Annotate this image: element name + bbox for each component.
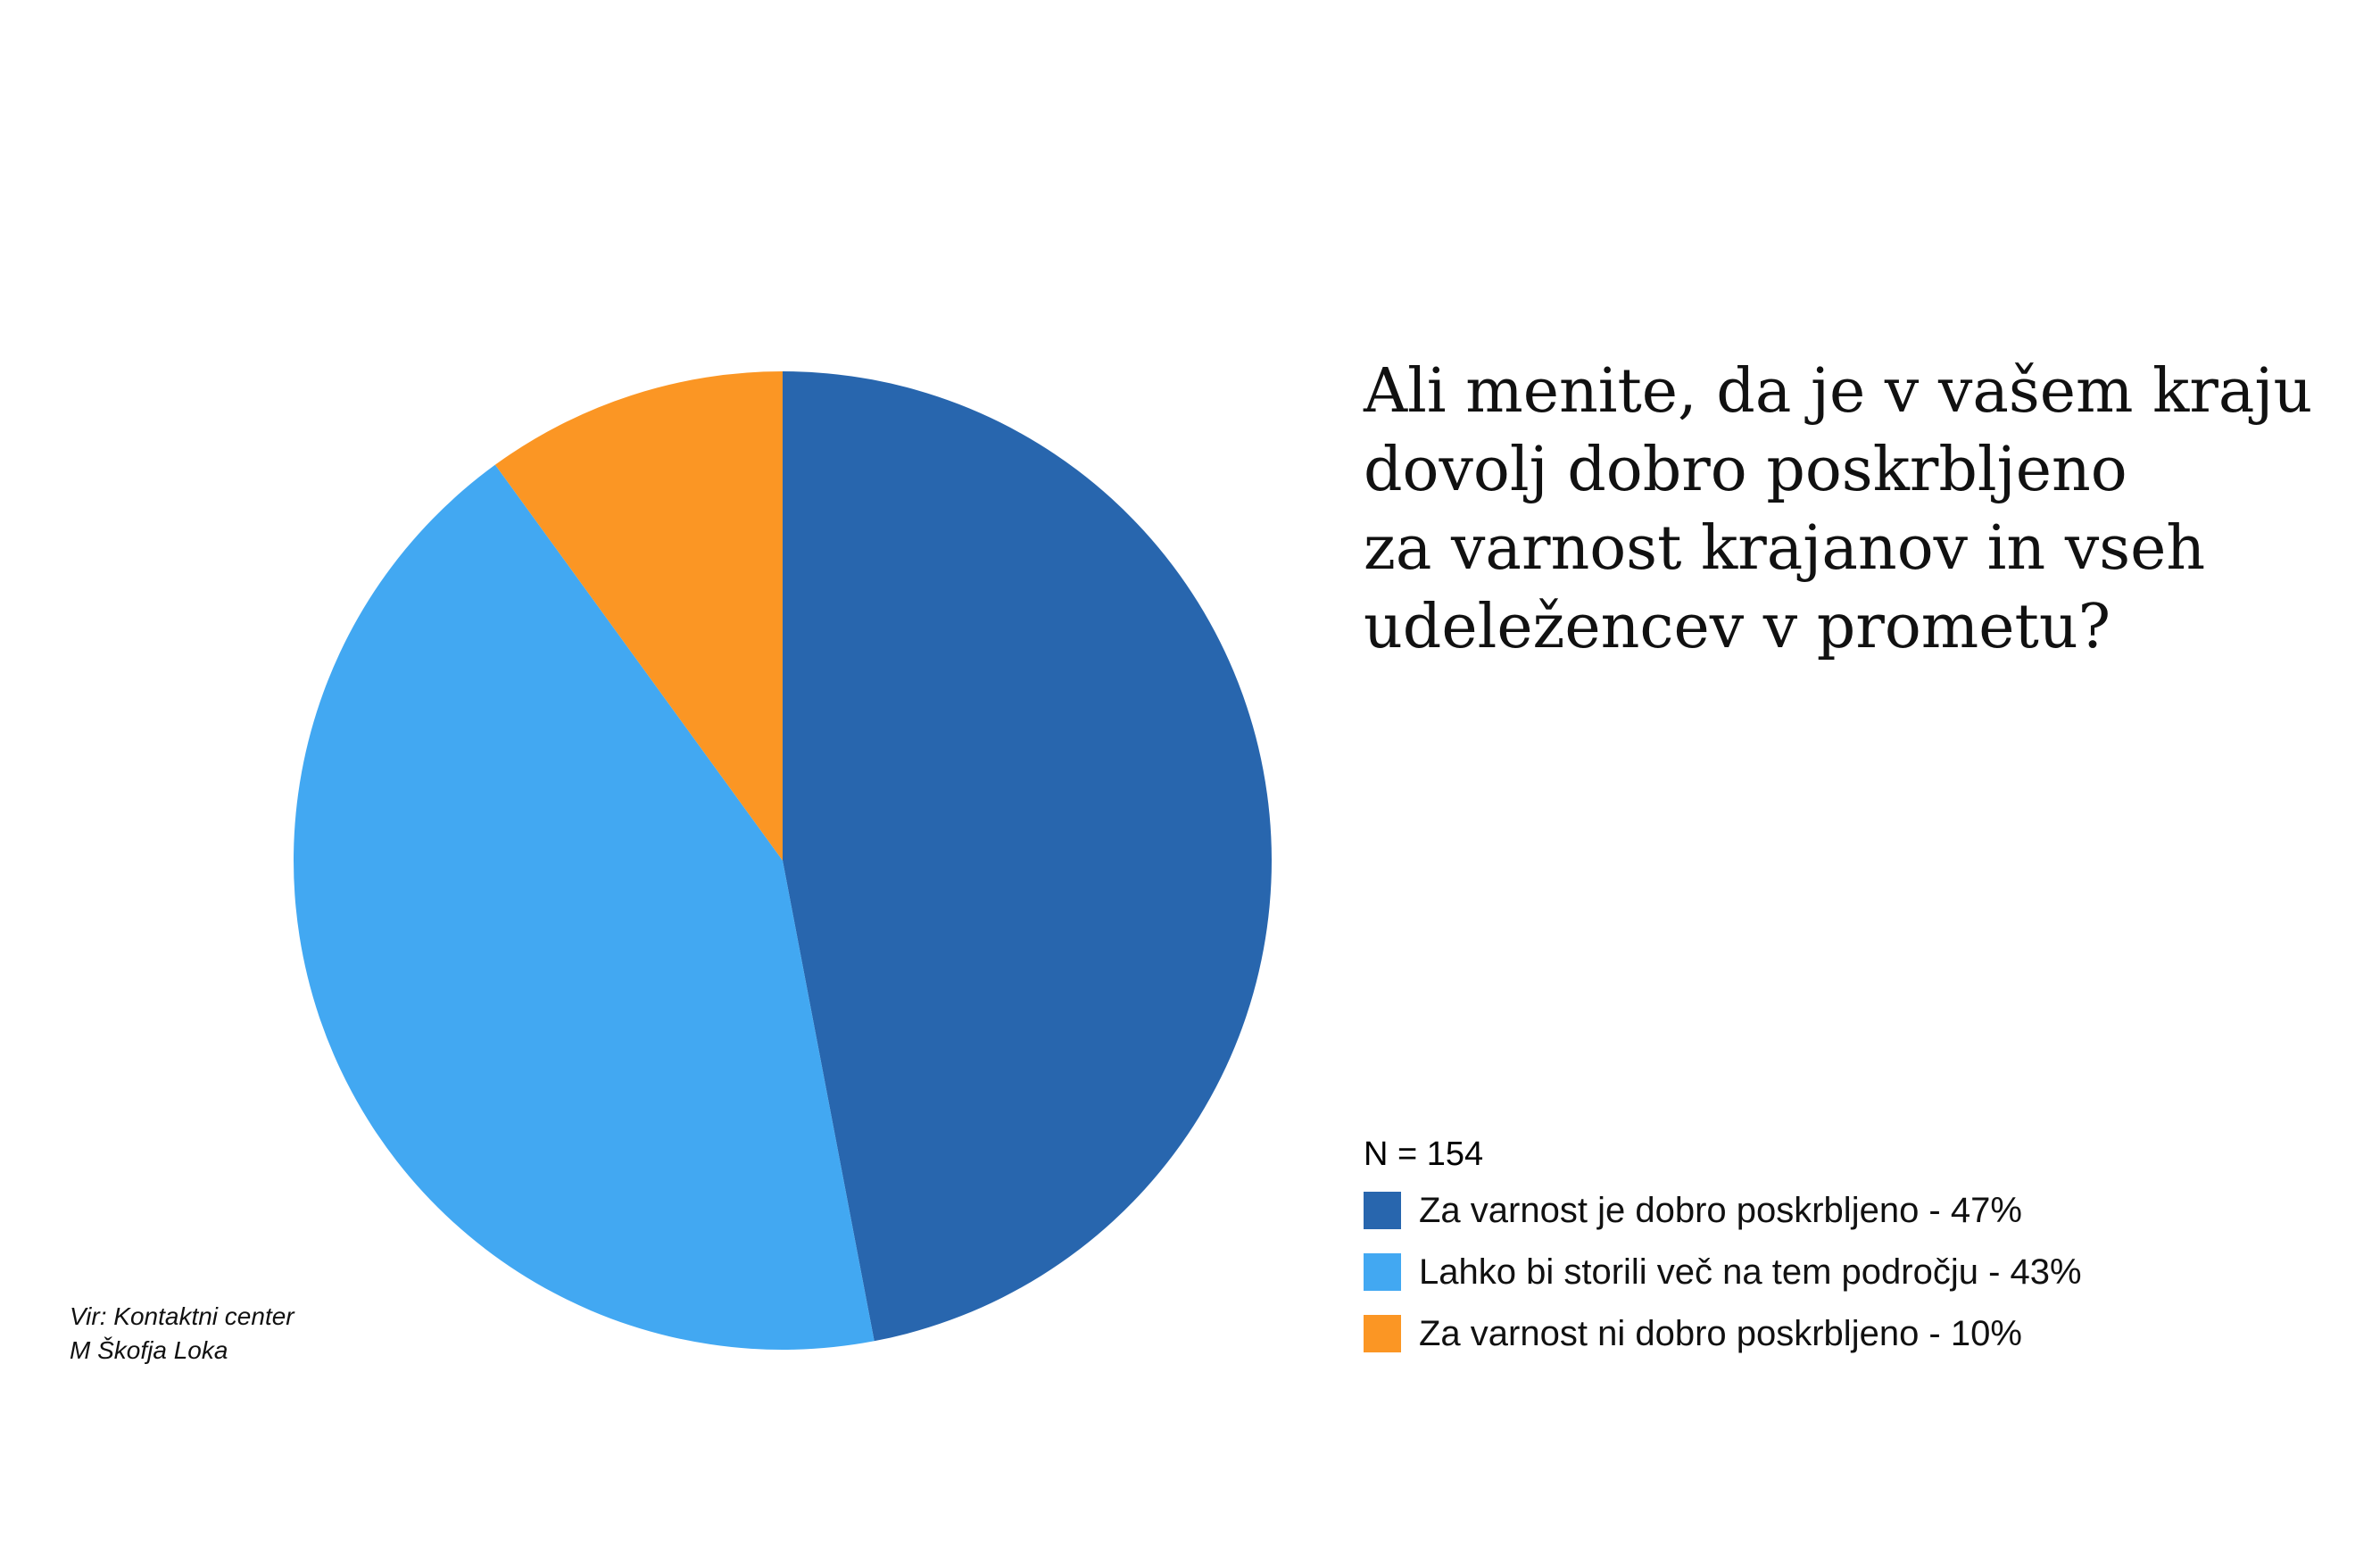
title-line: udeležencev v prometu?: [1364, 592, 2111, 662]
legend-item: Lahko bi storili več na tem področju - 4…: [1364, 1252, 2082, 1292]
legend-swatch: [1364, 1192, 1401, 1229]
source-note: Vir: Kontaktni center M Škofja Loka: [70, 1300, 294, 1368]
chart-title: Ali menite, da je v vašem kraju dovolj d…: [1364, 353, 2345, 667]
legend-label: Za varnost je dobro poskrbljeno - 47%: [1419, 1190, 2022, 1230]
pie-slice: [293, 464, 875, 1350]
pie-slice: [783, 371, 1273, 1342]
legend-item: Za varnost je dobro poskrbljeno - 47%: [1364, 1190, 2082, 1230]
source-line: Vir: Kontaktni center: [70, 1302, 294, 1330]
title-line: Ali menite, da je v vašem kraju: [1364, 356, 2313, 427]
legend: Za varnost je dobro poskrbljeno - 47% La…: [1364, 1190, 2082, 1376]
sample-size: N = 154: [1364, 1135, 1484, 1173]
title-line: za varnost krajanov in vseh: [1364, 513, 2206, 584]
legend-item: Za varnost ni dobro poskrbljeno - 10%: [1364, 1313, 2082, 1353]
title-line: dovolj dobro poskrbljeno: [1364, 435, 2127, 505]
legend-label: Za varnost ni dobro poskrbljeno - 10%: [1419, 1313, 2022, 1353]
pie-slices: [293, 371, 1273, 1350]
legend-swatch: [1364, 1253, 1401, 1291]
legend-swatch: [1364, 1315, 1401, 1352]
source-line: M Škofja Loka: [70, 1336, 228, 1364]
legend-label: Lahko bi storili več na tem področju - 4…: [1419, 1252, 2082, 1292]
pie-slice: [494, 371, 783, 861]
